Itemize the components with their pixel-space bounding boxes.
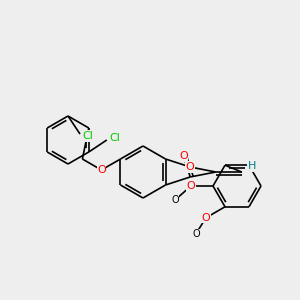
Text: Cl: Cl bbox=[109, 133, 120, 143]
Text: O: O bbox=[186, 162, 195, 172]
Text: O: O bbox=[171, 195, 179, 205]
Text: O: O bbox=[97, 165, 106, 175]
Text: O: O bbox=[187, 181, 195, 191]
Text: H: H bbox=[248, 161, 256, 171]
Text: O: O bbox=[192, 229, 200, 239]
Text: O: O bbox=[179, 151, 188, 161]
Text: O: O bbox=[202, 213, 210, 223]
Text: Cl: Cl bbox=[82, 131, 93, 141]
